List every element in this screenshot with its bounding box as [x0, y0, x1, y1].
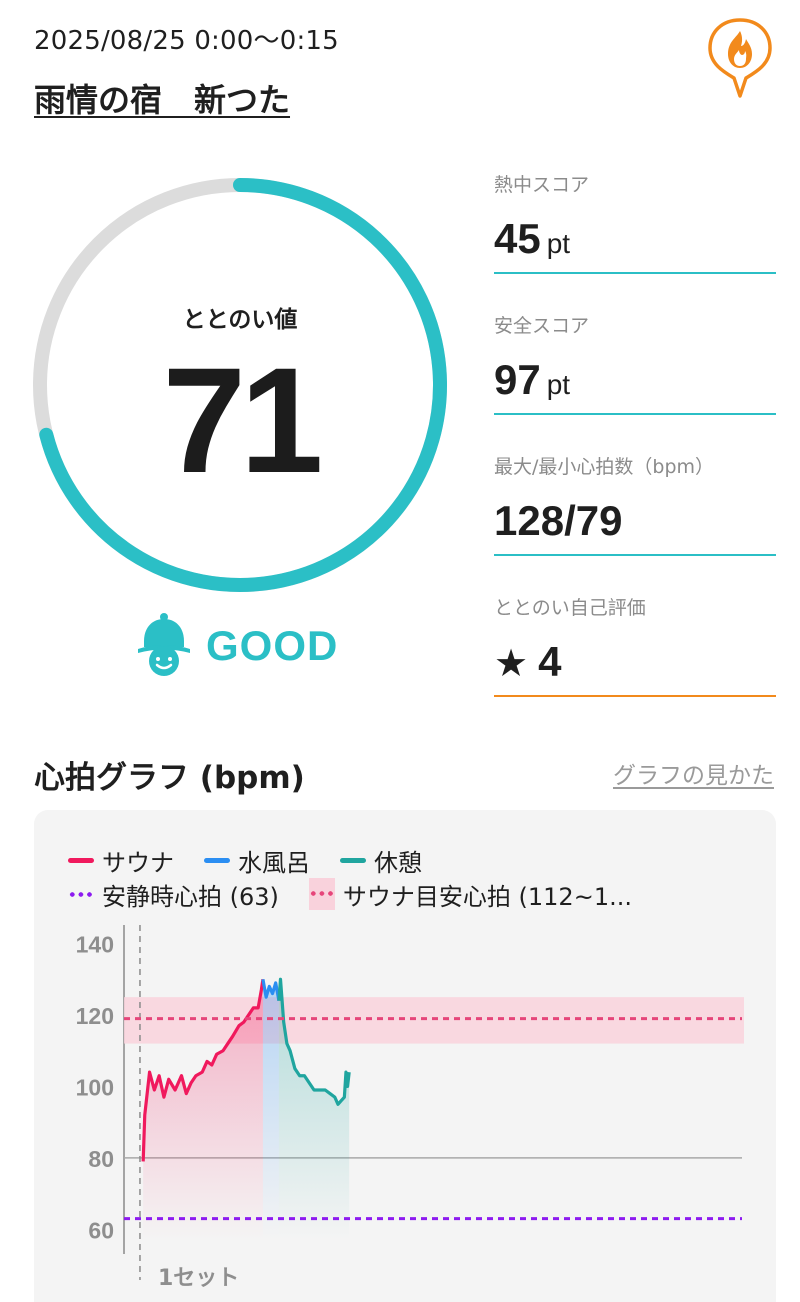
graph-help-link[interactable]: グラフの見かた — [613, 763, 774, 789]
heart-rate-chart: サウナ 水風呂 休憩 安静時心拍 (63) サウナ目安心拍 (112~1... … — [34, 810, 776, 1302]
safety-score: 安全スコア 97 pt — [494, 301, 776, 442]
legend-rest: 休憩 — [340, 843, 422, 878]
area-cold_bath — [262, 979, 279, 1240]
metric-label: 安全スコア — [494, 315, 590, 337]
fire-pin-icon[interactable] — [706, 16, 774, 100]
metric-value: 45 pt — [494, 215, 571, 262]
legend-cold-bath: 水風呂 — [204, 843, 310, 878]
legend-sauna: サウナ — [68, 843, 174, 878]
metric-label: ととのい自己評価 — [494, 597, 646, 619]
metric-unit: pt — [546, 228, 571, 259]
chart-legend: サウナ 水風呂 休憩 安静時心拍 (63) サウナ目安心拍 (112~1... — [68, 844, 768, 912]
divider — [494, 413, 776, 415]
metric-unit: pt — [546, 369, 571, 400]
legend-target-hr: サウナ目安心拍 (112~1... — [308, 877, 632, 912]
gauge-progress-arc — [39, 178, 447, 592]
y-tick-label: 100 — [76, 1074, 114, 1100]
divider — [494, 272, 776, 274]
divider — [494, 695, 776, 697]
y-tick-label: 120 — [76, 1003, 114, 1029]
status-indicator: GOOD — [136, 612, 338, 680]
status-text: GOOD — [206, 622, 339, 669]
heart-rate-range: 最大/最小心拍数（bpm） 128/79 — [494, 442, 776, 583]
graph-title: 心拍グラフ (bpm) — [34, 760, 305, 796]
star-icon: ★ — [494, 641, 529, 685]
heat-score: 熱中スコア 45 pt — [494, 160, 776, 301]
metric-value: 128/79 — [494, 497, 623, 544]
y-tick-label: 80 — [88, 1146, 114, 1172]
gauge-label: ととのい値 — [182, 307, 298, 333]
set-label: 1セット — [158, 1266, 239, 1291]
session-datetime: 2025/08/25 0:00〜0:15 — [34, 26, 339, 56]
target-hr-band — [124, 997, 744, 1044]
facility-name-link[interactable]: 雨情の宿 新つた — [34, 81, 291, 119]
metric-value: ★ 4 — [494, 638, 562, 685]
metrics-panel: 熱中スコア 45 pt 安全スコア 97 pt 最大/最小心拍数（bpm） 128/… — [494, 160, 776, 724]
area-rest — [278, 979, 350, 1240]
area-sauna — [143, 979, 263, 1240]
self-evaluation[interactable]: ととのい自己評価 ★ 4 — [494, 583, 776, 724]
totonoi-gauge — [33, 178, 447, 592]
series-line-cold_bath — [261, 979, 281, 1001]
metric-label: 熱中スコア — [494, 174, 590, 196]
totonoi-score-value: 71 — [162, 336, 324, 504]
sauna-hat-face-icon — [138, 613, 190, 676]
metric-label: 最大/最小心拍数（bpm） — [494, 456, 715, 478]
divider — [494, 554, 776, 556]
legend-resting-hr: 安静時心拍 (63) — [68, 877, 279, 912]
metric-value: 97 pt — [494, 356, 571, 403]
chart-plot: 60 80 100 120 140 1セット — [76, 925, 744, 1291]
y-tick-label: 60 — [88, 1217, 114, 1243]
y-tick-label: 140 — [76, 932, 114, 958]
series-line-rest — [277, 977, 351, 1106]
